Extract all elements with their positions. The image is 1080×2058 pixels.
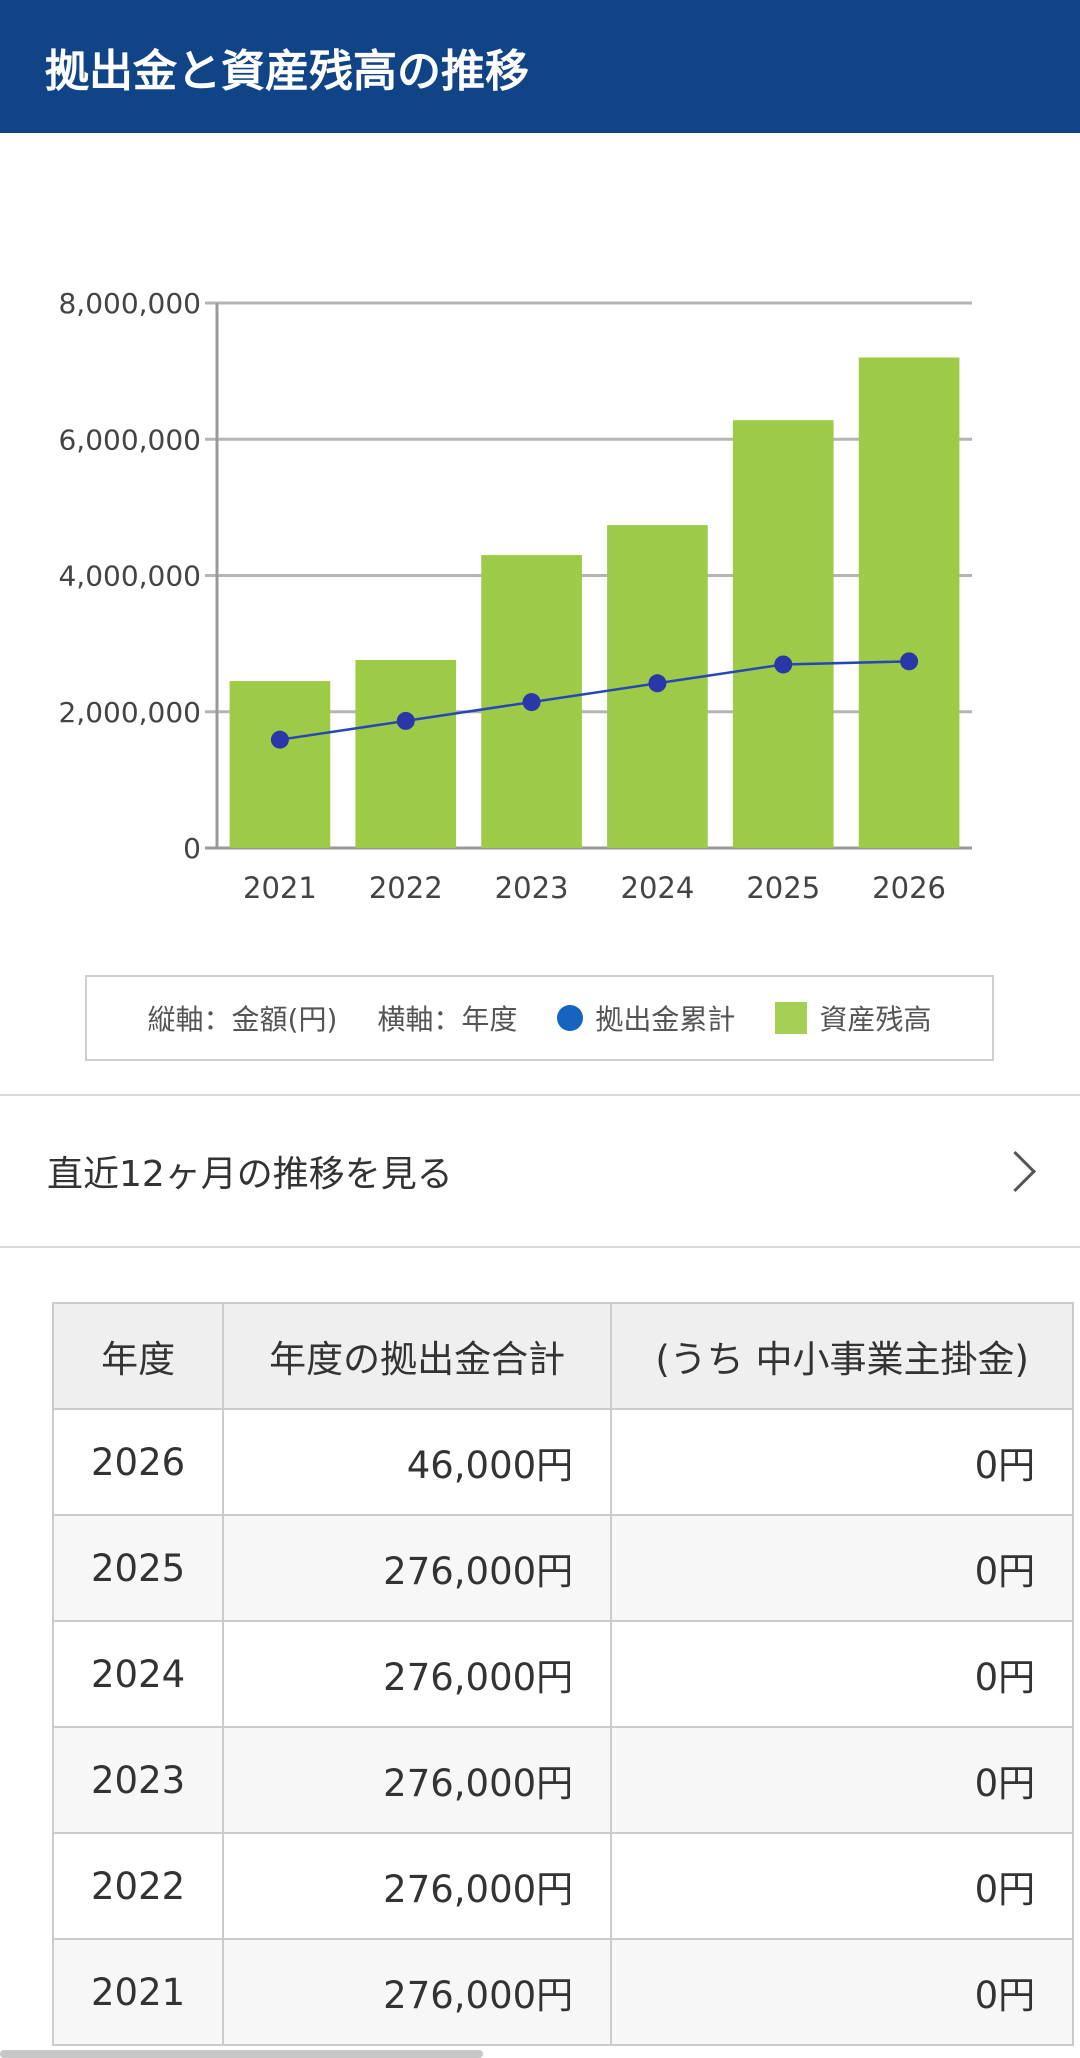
employer-contribution-cell: 0円 <box>610 1726 1075 1834</box>
line-series <box>279 660 910 741</box>
y-tick-label: 2,000,000 <box>58 696 201 729</box>
x-tick-label: 2021 <box>243 871 317 905</box>
year-cell: 2021 <box>51 1938 225 2046</box>
table-row: 2025 276,000円 0円 <box>51 1514 1075 1622</box>
table-row: 2021 276,000円 0円 <box>51 1938 1075 2046</box>
bar-2022 <box>355 659 457 848</box>
point-2022 <box>396 711 415 730</box>
year-cell: 2024 <box>51 1620 225 1728</box>
x-tick-label: 2024 <box>621 871 695 905</box>
bar-2026 <box>858 357 960 848</box>
table-row: 2024 276,000円 0円 <box>51 1620 1075 1728</box>
column-header: 年度 <box>51 1302 225 1410</box>
horizontal-scrollbar[interactable] <box>0 2050 483 2058</box>
page-header: 拠出金と資産残高の推移 <box>0 0 1080 133</box>
contribution-total-cell: 46,000円 <box>222 1408 613 1516</box>
point-2024 <box>648 674 667 693</box>
contribution-total-cell: 276,000円 <box>222 1832 613 1940</box>
point-2021 <box>270 730 289 749</box>
point-2025 <box>774 655 793 674</box>
contribution-total-cell: 276,000円 <box>222 1620 613 1728</box>
x-tick-label: 2022 <box>369 871 443 905</box>
y-tick-label: 8,000,000 <box>58 287 201 320</box>
year-cell: 2025 <box>51 1514 225 1622</box>
chart-legend: 縦軸：金額(円) 横軸：年度 拠出金累計 資産残高 <box>85 975 994 1061</box>
chevron-right-icon <box>994 1150 1037 1192</box>
y-tick-label: 6,000,000 <box>58 423 201 456</box>
y-tick-label: 4,000,000 <box>58 560 201 593</box>
legend-y-axis: 縦軸：金額(円) <box>147 1003 338 1036</box>
circle-icon <box>557 1005 584 1031</box>
year-cell: 2026 <box>51 1408 225 1516</box>
divider <box>0 1246 1080 1248</box>
year-cell: 2022 <box>51 1832 225 1940</box>
contribution-total-cell: 276,000円 <box>222 1938 613 2046</box>
x-tick-label: 2025 <box>746 871 820 905</box>
contribution-table: 年度 年度の拠出金合計 (うち 中小事業主掛金) 2026 46,000円 0円… <box>51 1302 1075 2046</box>
bar-2025 <box>732 420 834 848</box>
column-header: (うち 中小事業主掛金) <box>610 1302 1075 1410</box>
table-row: 2022 276,000円 0円 <box>51 1832 1075 1940</box>
x-tick-label: 2026 <box>872 871 946 905</box>
employer-contribution-cell: 0円 <box>610 1408 1075 1516</box>
bar-2021 <box>229 681 331 848</box>
contribution-total-cell: 276,000円 <box>222 1726 613 1834</box>
table-row: 2023 276,000円 0円 <box>51 1726 1075 1834</box>
column-header: 年度の拠出金合計 <box>222 1302 613 1410</box>
chart-area: 0 2,000,000 4,000,000 6,000,000 8,000,000 202… <box>0 133 1080 1088</box>
point-2023 <box>522 693 541 712</box>
employer-contribution-cell: 0円 <box>610 1938 1075 2046</box>
contribution-balance-chart: 0 2,000,000 4,000,000 6,000,000 8,000,000 202… <box>58 287 972 905</box>
table-row: 2026 46,000円 0円 <box>51 1408 1075 1516</box>
x-tick-label: 2023 <box>495 871 569 905</box>
legend-line-series: 拠出金累計 <box>557 998 735 1038</box>
point-2026 <box>900 652 919 671</box>
legend-x-axis: 横軸：年度 <box>377 1003 518 1036</box>
employer-contribution-cell: 0円 <box>610 1514 1075 1622</box>
page-title: 拠出金と資産残高の推移 <box>45 45 529 97</box>
contribution-total-cell: 276,000円 <box>222 1514 613 1622</box>
employer-contribution-cell: 0円 <box>610 1832 1075 1940</box>
employer-contribution-cell: 0円 <box>610 1620 1075 1728</box>
recent-12-months-link[interactable]: 直近12ヶ月の推移を見る <box>0 1096 1080 1246</box>
link-label: 直近12ヶ月の推移を見る <box>47 1154 453 1195</box>
divider <box>0 1094 1080 1096</box>
y-tick-label: 0 <box>183 832 201 865</box>
table-header-row: 年度 年度の拠出金合計 (うち 中小事業主掛金) <box>51 1302 1075 1410</box>
year-cell: 2023 <box>51 1726 225 1834</box>
legend-bar-series: 資産残高 <box>775 998 931 1038</box>
square-icon <box>775 1002 808 1034</box>
